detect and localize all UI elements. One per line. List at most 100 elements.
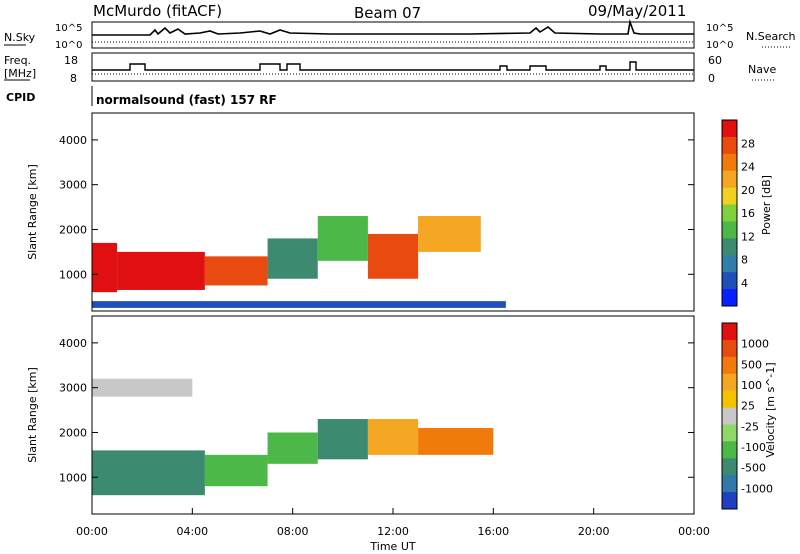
cpid-label: CPID (6, 91, 35, 104)
x-tick-label: 12:00 (377, 525, 409, 538)
x-tick-label: 00:00 (76, 525, 108, 538)
colorbar-tick-label: -25 (741, 420, 759, 433)
cpid-value: normalsound (fast) 157 RF (96, 93, 277, 107)
power-colorbar: 4 8 12 16 20 24 28 (721, 119, 755, 307)
power-panel: 1000 2000 3000 4000 Slant Range [km] 4 8 12 16… (26, 112, 773, 312)
colorbar-swatch (722, 492, 737, 510)
freq-left-tick-bottom: 8 (70, 72, 77, 85)
time-axis-label: Time UT (369, 540, 415, 553)
date-title: 09/May/2011 (588, 2, 686, 20)
colorbar-tick-label: -500 (741, 462, 766, 475)
colorbar-swatch (722, 238, 737, 256)
noise-panel: N.Sky 10^5 10^0 10^5 10^0 N.Search (4, 18, 796, 51)
colorbar-tick-label: -1000 (741, 482, 773, 495)
y-tick-label: 3000 (59, 382, 87, 395)
colorbar-frame (721, 119, 738, 307)
freq-panel: Freq. [MHz] 18 8 60 0 Nave (4, 52, 776, 85)
echo-band-6 (92, 378, 193, 397)
echo-band-4 (317, 216, 368, 261)
noise-right-tick-top: 10^5 (706, 23, 733, 34)
colorbar-swatch (722, 458, 737, 476)
y-tick-label: 4000 (59, 134, 87, 147)
colorbar-swatch (722, 289, 737, 307)
colorbar-swatch (722, 221, 737, 239)
nave-label: Nave (748, 63, 776, 76)
colorbar-tick-label: 24 (741, 161, 755, 174)
noise-right-tick-bottom: 10^0 (706, 40, 733, 51)
velocity-panel: 1000 2000 3000 4000 00:00 04:00 08:00 12:00 16:… (26, 315, 777, 553)
echo-band-4 (367, 419, 419, 455)
colorbar-tick-label: 20 (741, 184, 755, 197)
y-tick-label: 2000 (59, 426, 87, 439)
echo-band-0 (92, 450, 205, 496)
colorbar-tick-label: 4 (741, 277, 748, 290)
colorbar-swatch (722, 170, 737, 189)
colorbar-tick-label: 100 (741, 379, 762, 392)
freq-left-tick-top: 18 (64, 54, 78, 67)
colorbar-swatch (722, 153, 737, 172)
noise-left-label: N.Sky (4, 31, 36, 44)
colorbar-swatch (722, 272, 737, 290)
echo-band-5 (418, 427, 494, 455)
y-tick-label: 3000 (59, 179, 87, 192)
power-y-ticks: 1000 2000 3000 4000 (59, 134, 694, 281)
beam-title: Beam 07 (354, 4, 421, 22)
x-tick-label: 08:00 (277, 525, 309, 538)
colorbar-swatch (722, 323, 737, 341)
colorbar-swatch (722, 424, 737, 442)
colorbar-tick-label: 8 (741, 254, 748, 267)
x-tick-label: 00:00 (678, 525, 710, 538)
echo-band-5 (367, 233, 419, 279)
x-tick-label: 04:00 (176, 525, 208, 538)
noise-left-tick-top: 10^5 (55, 23, 82, 34)
colorbar-tick-label: 25 (741, 400, 755, 413)
noise-left-tick-bottom: 10^0 (55, 40, 82, 51)
colorbar-swatch (722, 441, 737, 459)
colorbar-swatch (722, 339, 737, 358)
colorbar-tick-label: 16 (741, 207, 755, 220)
echo-band-7 (92, 301, 506, 308)
colorbar-swatch (722, 187, 737, 206)
colorbar-tick-label: -100 (741, 441, 766, 454)
colorbar-swatch (722, 204, 737, 222)
colorbar-swatch (722, 356, 737, 375)
colorbar-swatch (722, 120, 737, 138)
colorbar-swatch (722, 373, 737, 392)
velocity-y-ticks: 1000 2000 3000 4000 (59, 337, 694, 484)
velocity-colorbar: 1000 500 100 25 -25 -100 -500 -1000 (721, 322, 773, 510)
freq-trace (92, 61, 694, 71)
colorbar-tick-label: 500 (741, 358, 762, 371)
noise-sky-trace (92, 18, 694, 36)
echo-band-2 (204, 256, 268, 286)
colorbar-swatch (722, 407, 737, 425)
velocity-ylabel: Slant Range [km] (26, 367, 39, 463)
y-tick-label: 1000 (59, 471, 87, 484)
velocity-colorbar-label: Velocity [m s^-1] (764, 362, 777, 457)
power-colorbar-label: Power [dB] (760, 175, 773, 235)
colorbar-swatch (722, 136, 737, 155)
colorbar-frame (721, 322, 738, 510)
colorbar-tick-label: 28 (741, 137, 755, 150)
x-tick-label: 20:00 (578, 525, 610, 538)
colorbar-tick-label: 12 (741, 230, 755, 243)
y-tick-label: 1000 (59, 268, 87, 281)
colorbar-swatch (722, 390, 737, 409)
x-tick-label: 16:00 (477, 525, 509, 538)
station-title: McMurdo (fitACF) (93, 2, 222, 20)
echo-band-3 (267, 238, 318, 279)
echo-band-0 (92, 242, 118, 293)
echo-band-3 (317, 419, 368, 460)
colorbar-tick-label: 1000 (741, 338, 769, 351)
colorbar-swatch (722, 475, 737, 493)
echo-band-1 (204, 454, 268, 487)
y-tick-label: 2000 (59, 223, 87, 236)
echo-band-6 (418, 216, 481, 252)
colorbar-swatch (722, 255, 737, 273)
velocity-marks (92, 378, 494, 496)
nave-right-tick-bottom: 0 (708, 72, 715, 85)
echo-band-2 (267, 432, 318, 464)
nave-right-tick-top: 60 (708, 54, 722, 67)
y-tick-label: 4000 (59, 337, 87, 350)
freq-label-line1: Freq. (4, 54, 31, 67)
